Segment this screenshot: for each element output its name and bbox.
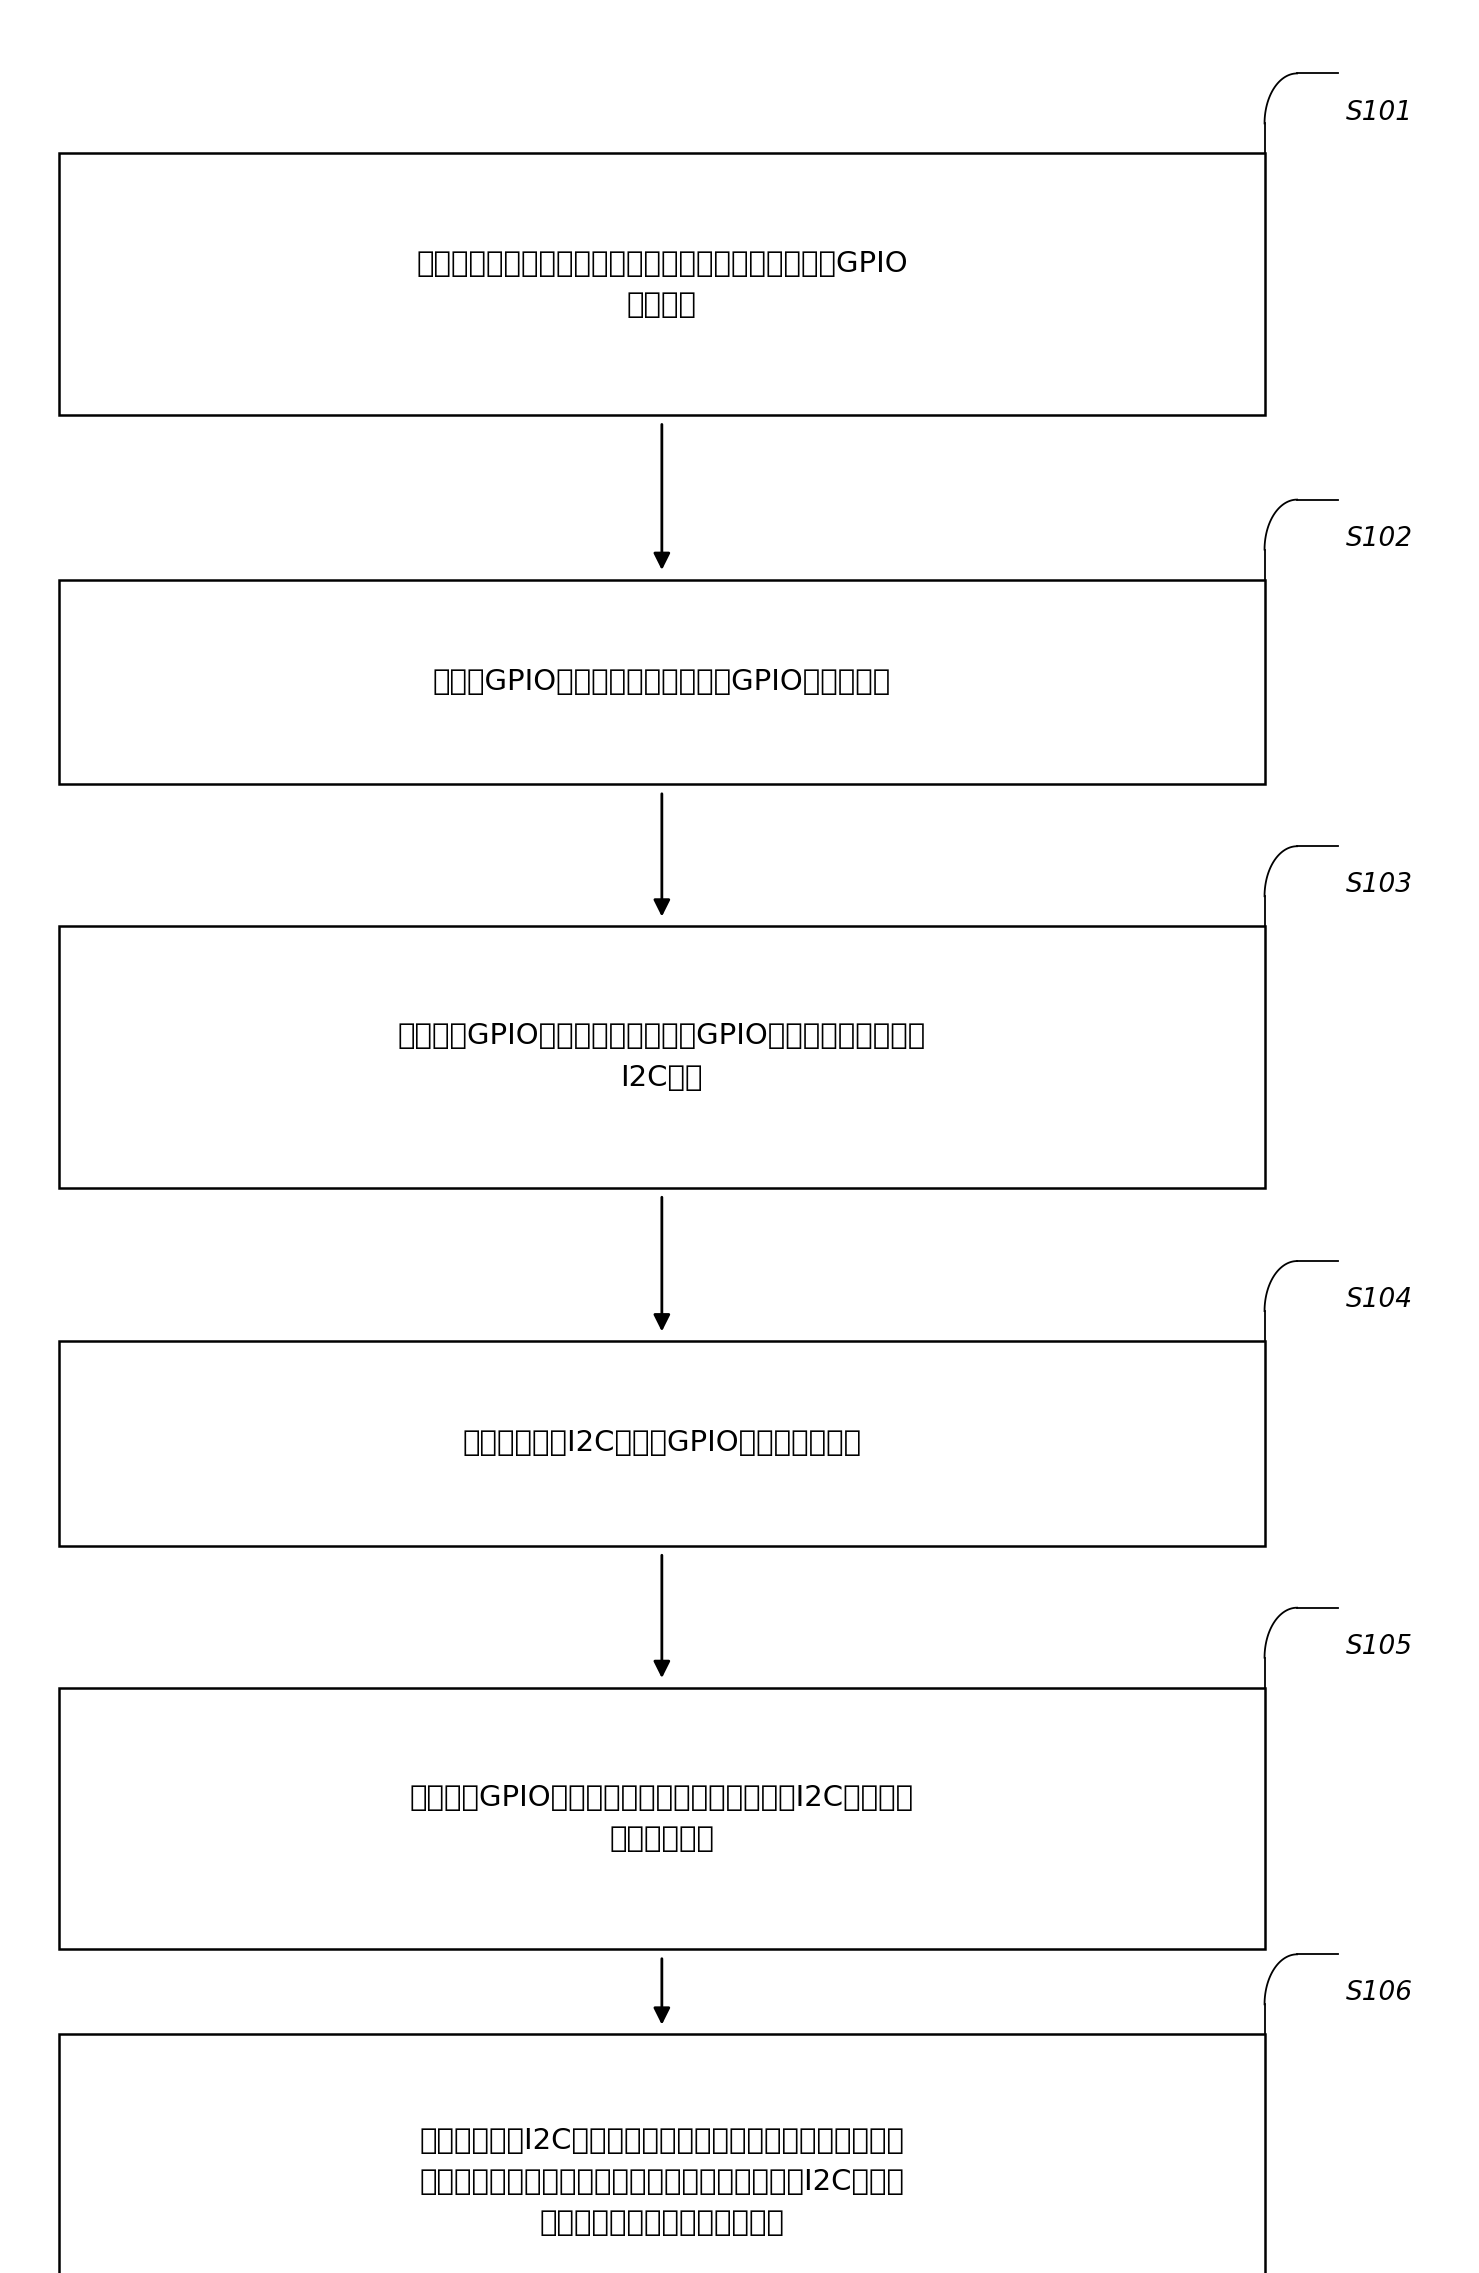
Text: 根据所述GPIO引脚的电平状态，判断所述模拟I2C总线是否
连接外部设备: 根据所述GPIO引脚的电平状态，判断所述模拟I2C总线是否 连接外部设备 (410, 1784, 914, 1852)
Bar (59, 152, 1265, 414)
Text: 配置所述模拟I2C总线中GPIO引脚的电平状态: 配置所述模拟I2C总线中GPIO引脚的电平状态 (463, 1430, 861, 1457)
Text: S105: S105 (1346, 1634, 1412, 1659)
Text: S102: S102 (1346, 525, 1412, 552)
Bar (59, 2034, 1265, 2273)
Text: 将所述GPIO配置方案传输至预设的GPIO数据寄存器: 将所述GPIO配置方案传输至预设的GPIO数据寄存器 (433, 668, 890, 696)
Text: S104: S104 (1346, 1287, 1412, 1314)
Text: S101: S101 (1346, 100, 1412, 125)
Text: 控制所述GPIO数据寄存器生成所述GPIO配置方案对应的模拟
I2C总线: 控制所述GPIO数据寄存器生成所述GPIO配置方案对应的模拟 I2C总线 (398, 1023, 926, 1091)
Bar (59, 927, 1265, 1187)
Bar (59, 1341, 1265, 1546)
Text: 如果所述模拟I2C总线连接了所述外部设备，向所述外部设备
发送升级信号，以指示所述外部设备通过所述模拟I2C总线读
取所述固件升级包完成固件升级: 如果所述模拟I2C总线连接了所述外部设备，向所述外部设备 发送升级信号，以指示所… (420, 2128, 904, 2237)
Text: 获取鸿蒙系统的固件升级包以及所述固件升级包对应的GPIO
配置方案: 获取鸿蒙系统的固件升级包以及所述固件升级包对应的GPIO 配置方案 (416, 250, 908, 318)
Bar (59, 1687, 1265, 1948)
Text: S106: S106 (1346, 1980, 1412, 2007)
Bar (59, 580, 1265, 784)
Text: S103: S103 (1346, 873, 1412, 898)
